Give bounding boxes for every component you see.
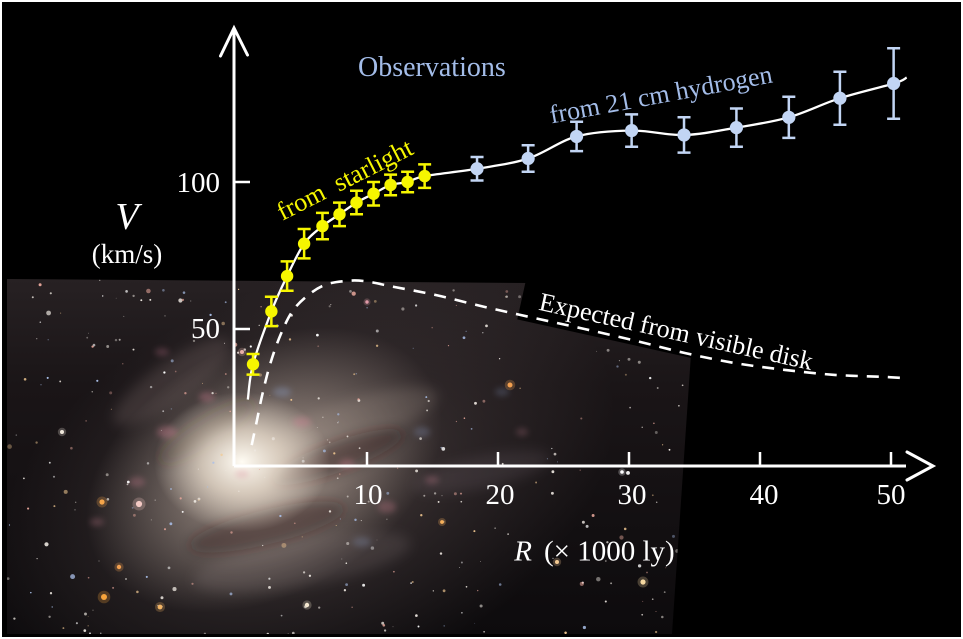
error-bar xyxy=(401,170,415,194)
data-point xyxy=(887,76,901,91)
y-tick-label-100: 100 xyxy=(176,167,221,199)
expected-from-visible-disk-label: Expected from visible disk xyxy=(517,276,835,388)
data-point xyxy=(833,91,847,105)
data-point xyxy=(570,129,584,144)
data-point xyxy=(401,175,414,189)
x-tick-label-50: 50 xyxy=(876,479,906,511)
error-bar xyxy=(470,155,484,182)
error-bar xyxy=(246,352,260,376)
error-bar xyxy=(297,227,311,260)
observations-title: Observations xyxy=(358,52,506,83)
data-point xyxy=(316,219,329,233)
x-axis-unit: (× 1000 ly) xyxy=(543,535,675,568)
y-axis-unit: (km/s) xyxy=(91,239,163,269)
error-bar xyxy=(625,113,639,148)
data-point xyxy=(418,169,431,183)
x-axis-label: R (× 1000 ly) xyxy=(485,509,674,596)
data-point xyxy=(782,110,796,124)
data-point xyxy=(470,162,484,176)
error-bar xyxy=(332,201,346,228)
data-point xyxy=(367,187,380,200)
error-bar xyxy=(280,260,294,293)
data-point xyxy=(677,128,691,142)
error-bar xyxy=(367,180,381,207)
data-point xyxy=(625,123,639,138)
error-bar xyxy=(782,95,796,140)
x-tick-label-20: 20 xyxy=(485,479,515,511)
data-point xyxy=(350,196,363,209)
data-point xyxy=(246,358,260,371)
error-bar xyxy=(570,120,584,153)
x-tick-label-40: 40 xyxy=(749,479,779,511)
error-bar xyxy=(677,116,691,154)
error-bar xyxy=(418,163,432,190)
y-axis-symbol: V xyxy=(115,196,139,238)
error-bar xyxy=(384,173,398,197)
error-bar xyxy=(315,211,329,241)
data-point xyxy=(384,178,397,192)
data-point xyxy=(297,237,311,250)
error-bar xyxy=(521,144,535,173)
x-tick-label-30: 30 xyxy=(617,479,647,511)
data-point xyxy=(333,208,346,221)
y-tick-label-50: 50 xyxy=(191,313,220,345)
x-axis-arrowhead xyxy=(905,450,937,482)
from-21cm-hydrogen-label: from 21 cm hydrogen xyxy=(547,59,775,130)
error-bar xyxy=(887,46,901,121)
x-axis-symbol: R xyxy=(514,535,532,568)
y-axis-arrowhead xyxy=(219,24,249,58)
error-bar xyxy=(350,189,364,216)
data-point xyxy=(729,121,744,135)
error-bar xyxy=(729,107,743,148)
error-bar xyxy=(264,295,278,328)
data-points-hydrogen xyxy=(470,46,901,182)
x-tick-label-10: 10 xyxy=(353,479,383,511)
error-bar xyxy=(833,70,847,126)
data-point xyxy=(521,151,535,166)
from-starlight-label: from starlight xyxy=(271,132,418,227)
data-point xyxy=(280,269,294,283)
data-point xyxy=(265,305,278,318)
